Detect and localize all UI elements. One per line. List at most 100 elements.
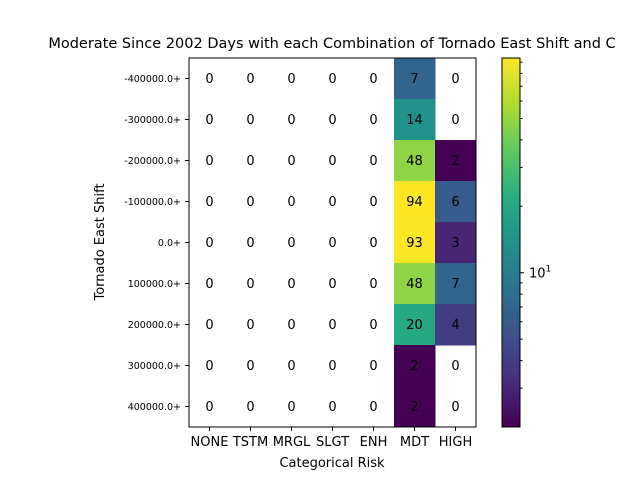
x-tick-label: SLGT	[316, 435, 349, 450]
cell-value-label: 0	[246, 113, 254, 128]
x-tick-label: MRGL	[273, 435, 311, 450]
cell-value-label: 0	[328, 236, 336, 251]
cell-value-label: 0	[328, 195, 336, 210]
colorbar: 101	[501, 57, 551, 428]
y-tick-label: 0.0+	[158, 238, 181, 249]
cell-value-label: 0	[287, 400, 295, 415]
cell-value-label: 0	[451, 72, 459, 87]
cell-value-label: 14	[406, 113, 423, 128]
cell-value-label: 0	[451, 113, 459, 128]
cell-value-label: 0	[369, 154, 377, 169]
y-tick-label: 100000.0+	[128, 279, 181, 290]
cell-value-label: 0	[328, 359, 336, 374]
cell-value-label: 2	[451, 154, 459, 169]
heatmap-cell	[435, 140, 477, 182]
heatmap-cell	[394, 58, 436, 100]
cell-value-label: 93	[406, 236, 423, 251]
cell-value-label: 0	[287, 154, 295, 169]
heatmap-cell	[394, 222, 436, 264]
cell-value-label: 0	[287, 359, 295, 374]
cell-value-label: 0	[369, 72, 377, 87]
cell-value-label: 0	[246, 154, 254, 169]
cell-value-label: 0	[287, 113, 295, 128]
cell-value-label: 0	[246, 359, 254, 374]
heatmap-cell	[435, 181, 477, 223]
cell-value-label: 0	[205, 236, 213, 251]
cell-value-label: 0	[287, 236, 295, 251]
heatmap-cell-labels: 0 0 0 0 0 7 00 0 0 0 0 14 00 0 0 0 0 48 20 0 0 0 0 94 60 0 0 0 0 93 30…	[205, 72, 459, 415]
cell-value-label: 0	[328, 277, 336, 292]
cell-value-label: 0	[287, 318, 295, 333]
heatmap-cell	[394, 263, 436, 305]
y-tick-label: -100000.0+	[124, 197, 181, 208]
colorbar-gradient	[502, 58, 520, 427]
heatmap-cell	[435, 222, 477, 264]
cell-value-label: 0	[246, 318, 254, 333]
cell-value-label: 0	[369, 113, 377, 128]
cell-value-label: 0	[369, 236, 377, 251]
y-axis: -400000.0+ -300000.0+ -200000.0+ -100000.0+…	[124, 74, 189, 413]
cell-value-label: 0	[205, 154, 213, 169]
cell-value-label: 7	[410, 72, 418, 87]
y-tick-label: 300000.0+	[128, 361, 181, 372]
cell-value-label: 0	[369, 400, 377, 415]
cell-value-label: 0	[369, 318, 377, 333]
cell-value-label: 3	[451, 236, 459, 251]
heatmap-cell	[394, 140, 436, 182]
cell-value-label: 0	[205, 318, 213, 333]
cell-value-label: 0	[328, 400, 336, 415]
cell-value-label: 4	[451, 318, 459, 333]
x-axis: NONE TSTM MRGL SLGT ENH MDT HIGH	[191, 427, 472, 450]
heatmap-cells	[394, 58, 477, 428]
cell-value-label: 0	[287, 195, 295, 210]
heatmap-cell	[394, 181, 436, 223]
y-tick-label: -200000.0+	[124, 156, 181, 167]
cell-value-label: 0	[246, 277, 254, 292]
x-tick-label: MDT	[400, 435, 429, 450]
heatmap-cell	[435, 304, 477, 346]
y-tick-label: 400000.0+	[128, 402, 181, 413]
x-axis-label: Categorical Risk	[279, 456, 385, 471]
cell-value-label: 0	[246, 72, 254, 87]
cell-value-label: 0	[246, 400, 254, 415]
cell-value-label: 0	[205, 400, 213, 415]
colorbar-ticks: 101	[520, 61, 551, 389]
y-tick-label: -400000.0+	[124, 74, 181, 85]
cell-value-label: 0	[451, 359, 459, 374]
cell-value-label: 2	[410, 359, 418, 374]
x-tick-label: NONE	[191, 435, 229, 450]
cell-value-label: 94	[406, 195, 423, 210]
x-tick-label: TSTM	[232, 435, 268, 450]
y-tick-label: 200000.0+	[128, 320, 181, 331]
cell-value-label: 20	[406, 318, 423, 333]
cell-value-label: 0	[287, 277, 295, 292]
cell-value-label: 0	[451, 400, 459, 415]
cell-value-label: 0	[205, 195, 213, 210]
cell-value-label: 0	[328, 113, 336, 128]
cell-value-label: 0	[369, 359, 377, 374]
heatmap-cell	[394, 345, 436, 387]
cell-value-label: 7	[451, 277, 459, 292]
cell-value-label: 0	[205, 359, 213, 374]
heatmap-cell	[394, 99, 436, 141]
cell-value-label: 48	[406, 277, 423, 292]
cell-value-label: 0	[287, 72, 295, 87]
cell-value-label: 2	[410, 400, 418, 415]
cell-value-label: 0	[328, 154, 336, 169]
cell-value-label: 0	[369, 277, 377, 292]
y-axis-label: Tornado East Shift	[93, 183, 108, 301]
x-tick-label: ENH	[360, 435, 388, 450]
y-tick-label: -300000.0+	[124, 115, 181, 126]
colorbar-tick-label: 101	[529, 264, 551, 281]
cell-value-label: 48	[406, 154, 423, 169]
cell-value-label: 0	[205, 72, 213, 87]
colorbar-frame	[501, 57, 521, 428]
heatmap-cell	[394, 304, 436, 346]
cell-value-label: 0	[369, 195, 377, 210]
cell-value-label: 6	[451, 195, 459, 210]
cell-value-label: 0	[328, 318, 336, 333]
cell-value-label: 0	[246, 195, 254, 210]
cell-value-label: 0	[205, 277, 213, 292]
x-tick-label: HIGH	[439, 435, 472, 450]
